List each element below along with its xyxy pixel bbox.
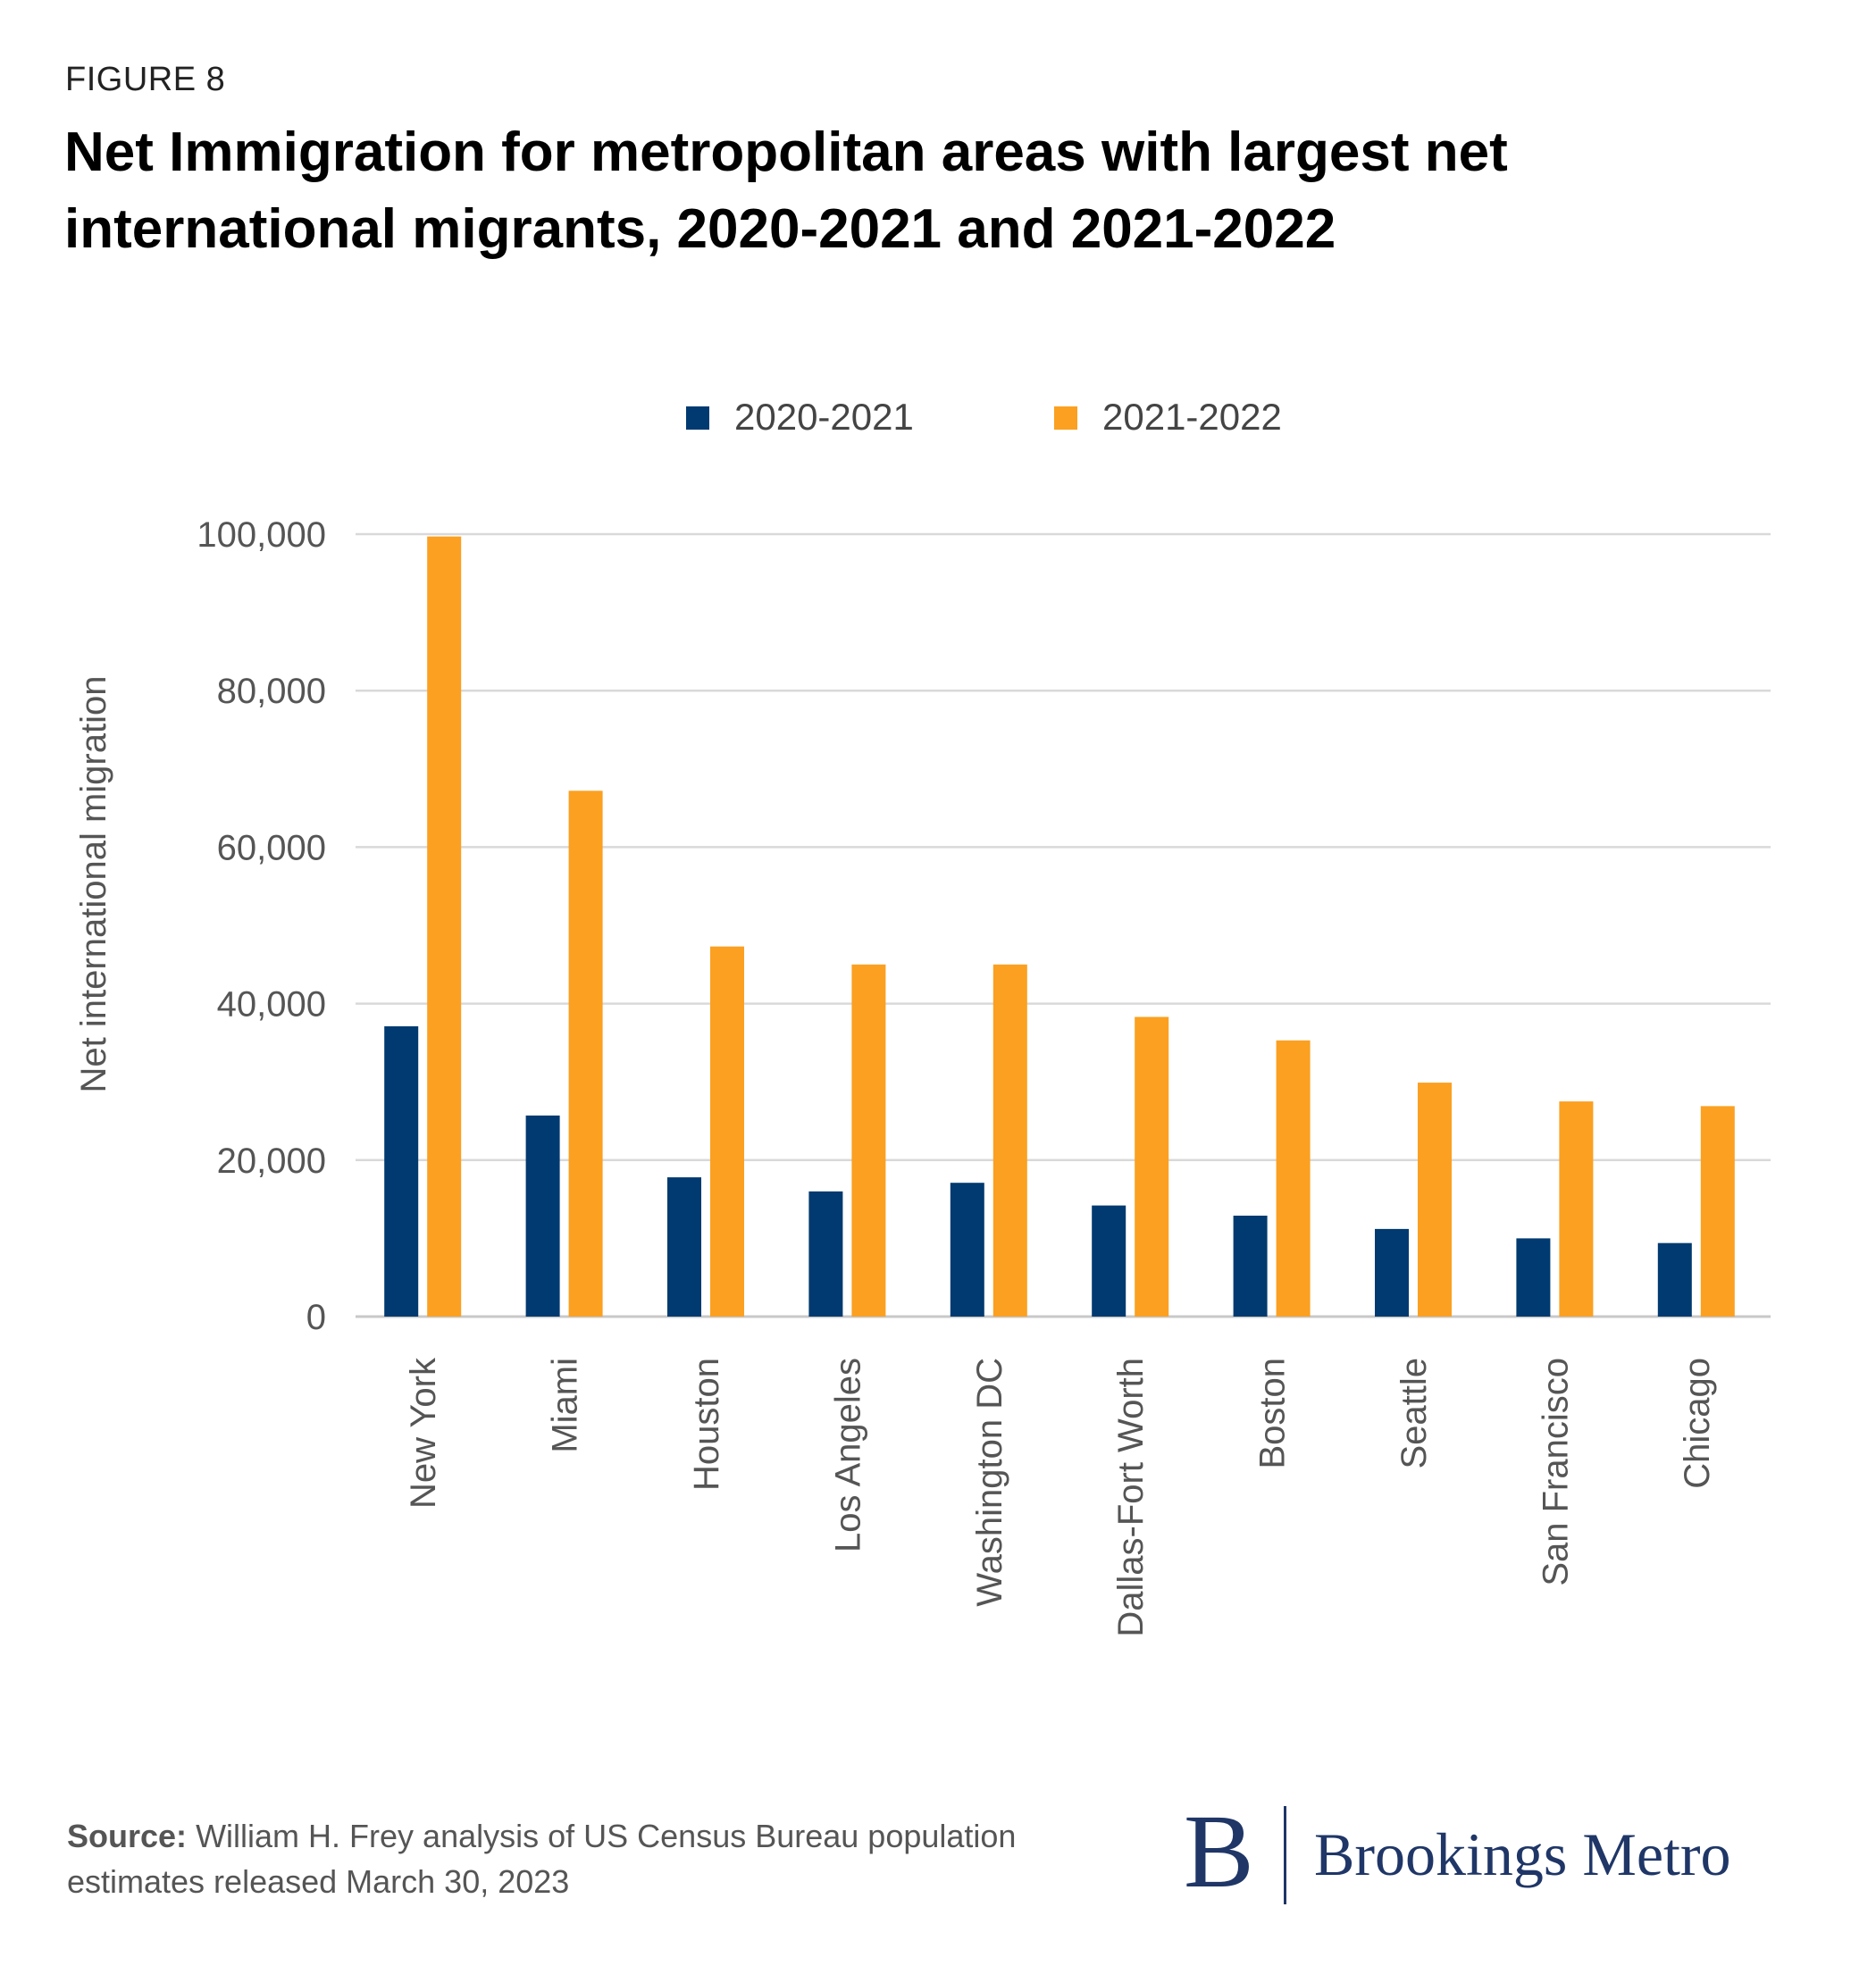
y-tick-label: 80,000 <box>217 672 326 711</box>
bar-series1 <box>667 1177 701 1317</box>
bar-series1 <box>808 1191 843 1317</box>
legend-swatch <box>1054 406 1077 430</box>
source-note: Source: William H. Frey analysis of US C… <box>67 1813 1103 1904</box>
bar-series1 <box>384 1026 419 1317</box>
x-tick-label: Seattle <box>1394 1358 1434 1469</box>
chart-title: Net Immigration for metropolitan areas w… <box>64 121 1508 260</box>
logo-text: Brookings Metro <box>1314 1820 1731 1888</box>
bar-series2 <box>851 964 886 1317</box>
logo-divider <box>1284 1806 1286 1904</box>
source-text: William H. Frey analysis of US Census Bu… <box>67 1818 1017 1900</box>
bar-series1 <box>1092 1205 1126 1317</box>
bar-series2 <box>992 964 1027 1317</box>
y-tick-label: 0 <box>306 1298 326 1337</box>
bar-series1 <box>1375 1228 1409 1317</box>
y-tick-label: 100,000 <box>197 515 326 555</box>
bar-series1 <box>1233 1215 1268 1317</box>
y-tick-label: 60,000 <box>217 828 326 867</box>
bar-series2 <box>1559 1101 1594 1317</box>
bar-series1 <box>525 1115 560 1317</box>
y-tick-label: 20,000 <box>217 1142 326 1181</box>
x-tick-label: Washington DC <box>970 1358 1009 1607</box>
logo-mark: B <box>1184 1793 1254 1910</box>
x-tick-label: Boston <box>1253 1358 1293 1469</box>
bar-series2 <box>568 790 603 1317</box>
legend-label: 2020-2021 <box>734 396 914 438</box>
y-axis-label: Net international migration <box>74 676 113 1093</box>
x-tick-label: Dallas-Fort Worth <box>1111 1358 1151 1637</box>
bar-series2 <box>1700 1106 1735 1317</box>
bar-series2 <box>1418 1083 1452 1317</box>
bar-series1 <box>1516 1238 1551 1317</box>
x-tick-label: Chicago <box>1678 1358 1717 1489</box>
x-tick-label: San Francisco <box>1536 1358 1575 1586</box>
bar-series1 <box>950 1183 984 1317</box>
bar-series2 <box>710 946 744 1317</box>
bar-series1 <box>1657 1242 1692 1317</box>
x-tick-label: Miami <box>546 1358 585 1453</box>
x-tick-label: Houston <box>687 1358 726 1491</box>
x-tick-label: New York <box>404 1357 443 1509</box>
bar-series2 <box>1276 1040 1311 1317</box>
figure-label: FIGURE 8 <box>65 61 226 98</box>
bar-series2 <box>1135 1016 1169 1317</box>
legend-swatch <box>686 406 709 430</box>
y-tick-label: 40,000 <box>217 985 326 1025</box>
bar-series2 <box>427 536 462 1317</box>
legend-label: 2021-2022 <box>1102 396 1282 438</box>
bar-chart: 0 20,000 40,000 60,000 80,000 100,000 Net inte… <box>74 396 1771 1637</box>
source-label: Source: <box>67 1818 188 1854</box>
x-tick-label: Los Angeles <box>828 1358 867 1552</box>
